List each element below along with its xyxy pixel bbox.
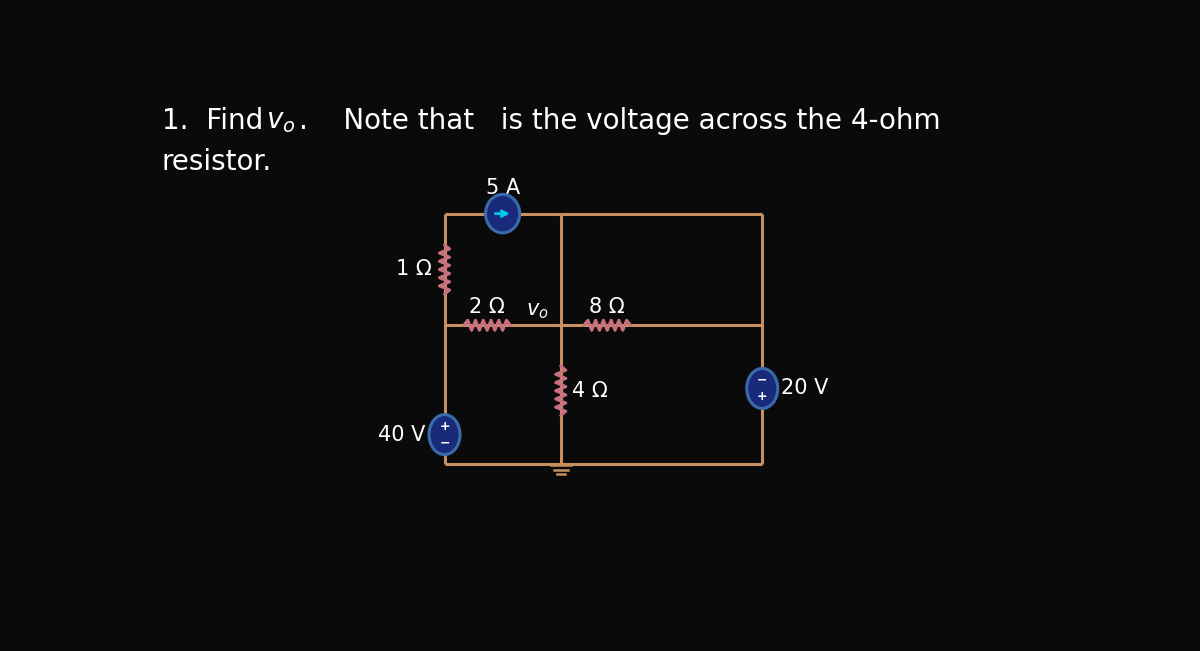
Text: −: − bbox=[439, 437, 450, 450]
Text: 8 Ω: 8 Ω bbox=[589, 297, 625, 317]
Text: $v_o$: $v_o$ bbox=[526, 301, 548, 322]
Ellipse shape bbox=[746, 368, 778, 408]
Text: +: + bbox=[439, 420, 450, 433]
Text: −: − bbox=[757, 374, 768, 387]
Text: $v_o$: $v_o$ bbox=[266, 107, 295, 135]
Text: resistor.: resistor. bbox=[162, 148, 272, 176]
Text: 1.  Find: 1. Find bbox=[162, 107, 271, 135]
Text: 1 Ω: 1 Ω bbox=[396, 260, 431, 279]
Text: 40 V: 40 V bbox=[378, 424, 426, 445]
Text: 2 Ω: 2 Ω bbox=[469, 297, 505, 317]
Text: +: + bbox=[757, 391, 768, 404]
Text: 5 A: 5 A bbox=[486, 178, 520, 199]
Text: .    Note that   is the voltage across the 4-ohm: . Note that is the voltage across the 4-… bbox=[299, 107, 941, 135]
Text: 20 V: 20 V bbox=[781, 378, 828, 398]
Ellipse shape bbox=[430, 415, 460, 454]
Ellipse shape bbox=[486, 195, 520, 233]
Text: 4 Ω: 4 Ω bbox=[572, 381, 608, 401]
